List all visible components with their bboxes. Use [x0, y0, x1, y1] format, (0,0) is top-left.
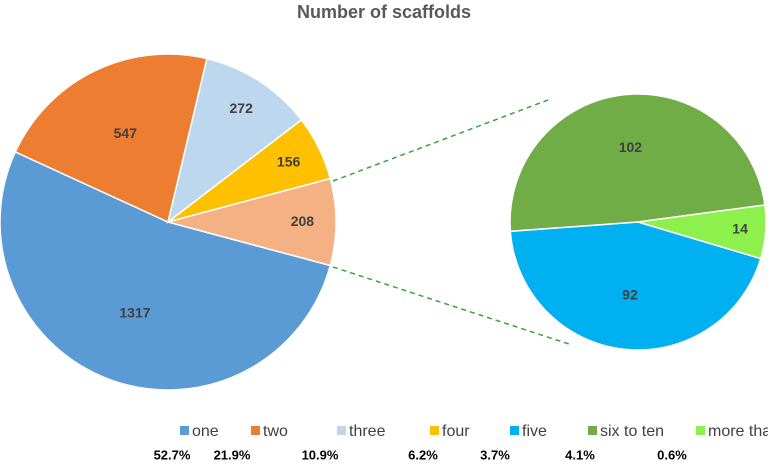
slice-label: 14: [732, 221, 748, 237]
legend-label: two: [263, 423, 288, 440]
legend-label: one: [192, 423, 219, 440]
slice-label: 272: [230, 100, 254, 116]
legend-percent: 10.9%: [302, 447, 339, 462]
legend-label: three: [349, 423, 386, 440]
legend-percent: 0.6%: [657, 447, 687, 462]
slice-label: 1317: [119, 304, 150, 320]
slice-label: 92: [622, 287, 638, 303]
pie-slice: [14, 53, 208, 224]
legend-marker: [337, 426, 346, 435]
legend-label: four: [442, 423, 470, 440]
chart-title: Number of scaffolds: [297, 2, 471, 22]
pie-slice: [509, 93, 766, 233]
legend-marker: [510, 426, 519, 435]
legend-percent: 6.2%: [408, 447, 438, 462]
connector-line: [332, 266, 573, 346]
slice-label: 102: [619, 139, 643, 155]
legend-percent: 4.1%: [565, 447, 595, 462]
legend-marker: [180, 426, 189, 435]
slice-label: 208: [291, 213, 315, 229]
pie-slice: [165, 177, 337, 267]
legend-marker: [251, 426, 260, 435]
legend-percent: 52.7%: [154, 447, 191, 462]
legend-marker: [696, 426, 705, 435]
pie-slice: [166, 57, 303, 224]
legend-label: six to ten: [600, 423, 664, 440]
pie-slice: [637, 204, 767, 260]
legend-percent: 3.7%: [480, 447, 510, 462]
legend-label: more than 10: [708, 423, 768, 440]
connector-line: [332, 99, 549, 182]
slice-label: 156: [277, 153, 301, 169]
legend-percent: 21.9%: [214, 447, 251, 462]
legend-label: five: [522, 423, 547, 440]
pie-slice: [509, 221, 762, 351]
legend-marker: [430, 426, 439, 435]
legend-marker: [588, 426, 597, 435]
slice-label: 547: [114, 125, 138, 141]
pie-slice: [0, 150, 332, 391]
